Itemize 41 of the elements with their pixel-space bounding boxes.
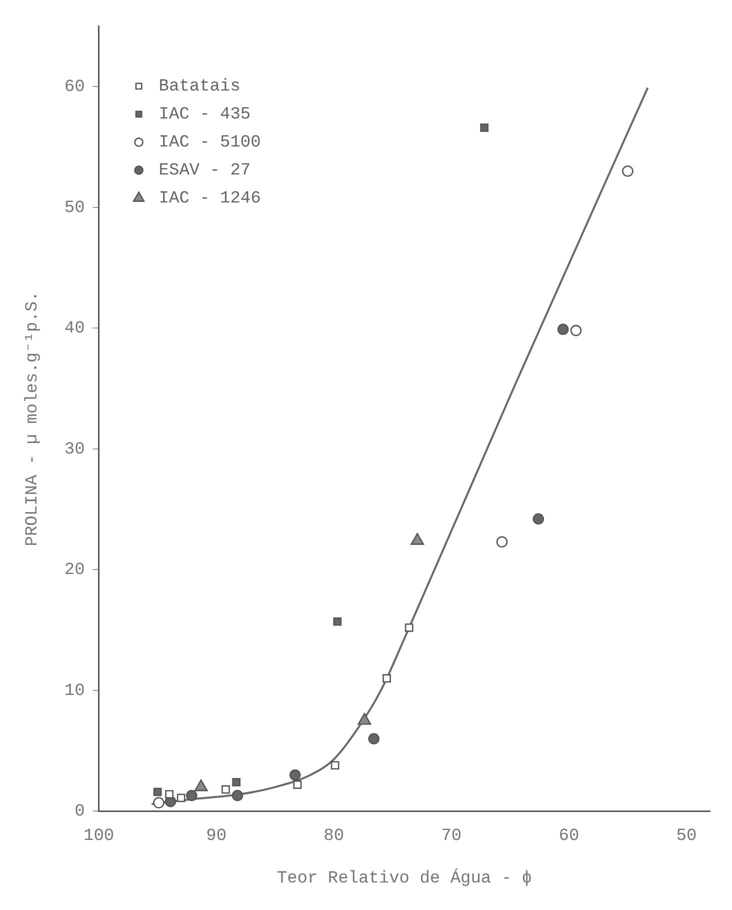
x-tick-label: 60 — [558, 826, 580, 846]
point — [333, 617, 342, 626]
point — [622, 165, 634, 177]
legend-label: Batatais — [158, 78, 240, 97]
point — [368, 733, 380, 744]
x-tick-label: 50 — [676, 826, 697, 846]
point — [557, 324, 569, 335]
legend-label: ESAV - 27 — [158, 162, 251, 181]
point — [480, 123, 489, 132]
point — [176, 794, 186, 802]
point — [532, 513, 544, 525]
legend-label: IAC - 435 — [158, 106, 251, 125]
x-axis-title: Teor Relativo de Água - ϕ — [276, 867, 532, 888]
x-tick-label: 70 — [441, 826, 462, 846]
point — [232, 790, 244, 802]
y-tick-label: 10 — [64, 682, 85, 701]
y-tick-label: 40 — [64, 320, 85, 339]
point — [153, 788, 162, 796]
point — [404, 623, 414, 632]
x-tick-label: 100 — [84, 826, 114, 846]
y-tick-label: 20 — [64, 561, 85, 580]
legend-label: IAC - 5100 — [158, 134, 261, 153]
point — [222, 785, 230, 794]
point — [382, 674, 391, 683]
point — [496, 536, 508, 548]
point — [293, 780, 302, 789]
y-tick-label: 50 — [64, 198, 85, 218]
point — [232, 778, 241, 786]
point — [153, 797, 164, 808]
y-tick-label: 60 — [64, 78, 85, 98]
x-tick-label: 90 — [206, 826, 227, 846]
y-tick-label: 30 — [64, 440, 85, 460]
point — [289, 769, 301, 781]
y-tick-label: 0 — [74, 802, 85, 822]
legend-label: IAC - 1246 — [158, 190, 261, 209]
point — [165, 790, 174, 798]
x-tick-label: 80 — [324, 826, 344, 846]
point — [330, 761, 340, 770]
point — [570, 324, 582, 336]
point — [186, 790, 198, 802]
y-axis-title: PROLINA - µ moles.g⁻¹p.S. — [24, 291, 43, 546]
